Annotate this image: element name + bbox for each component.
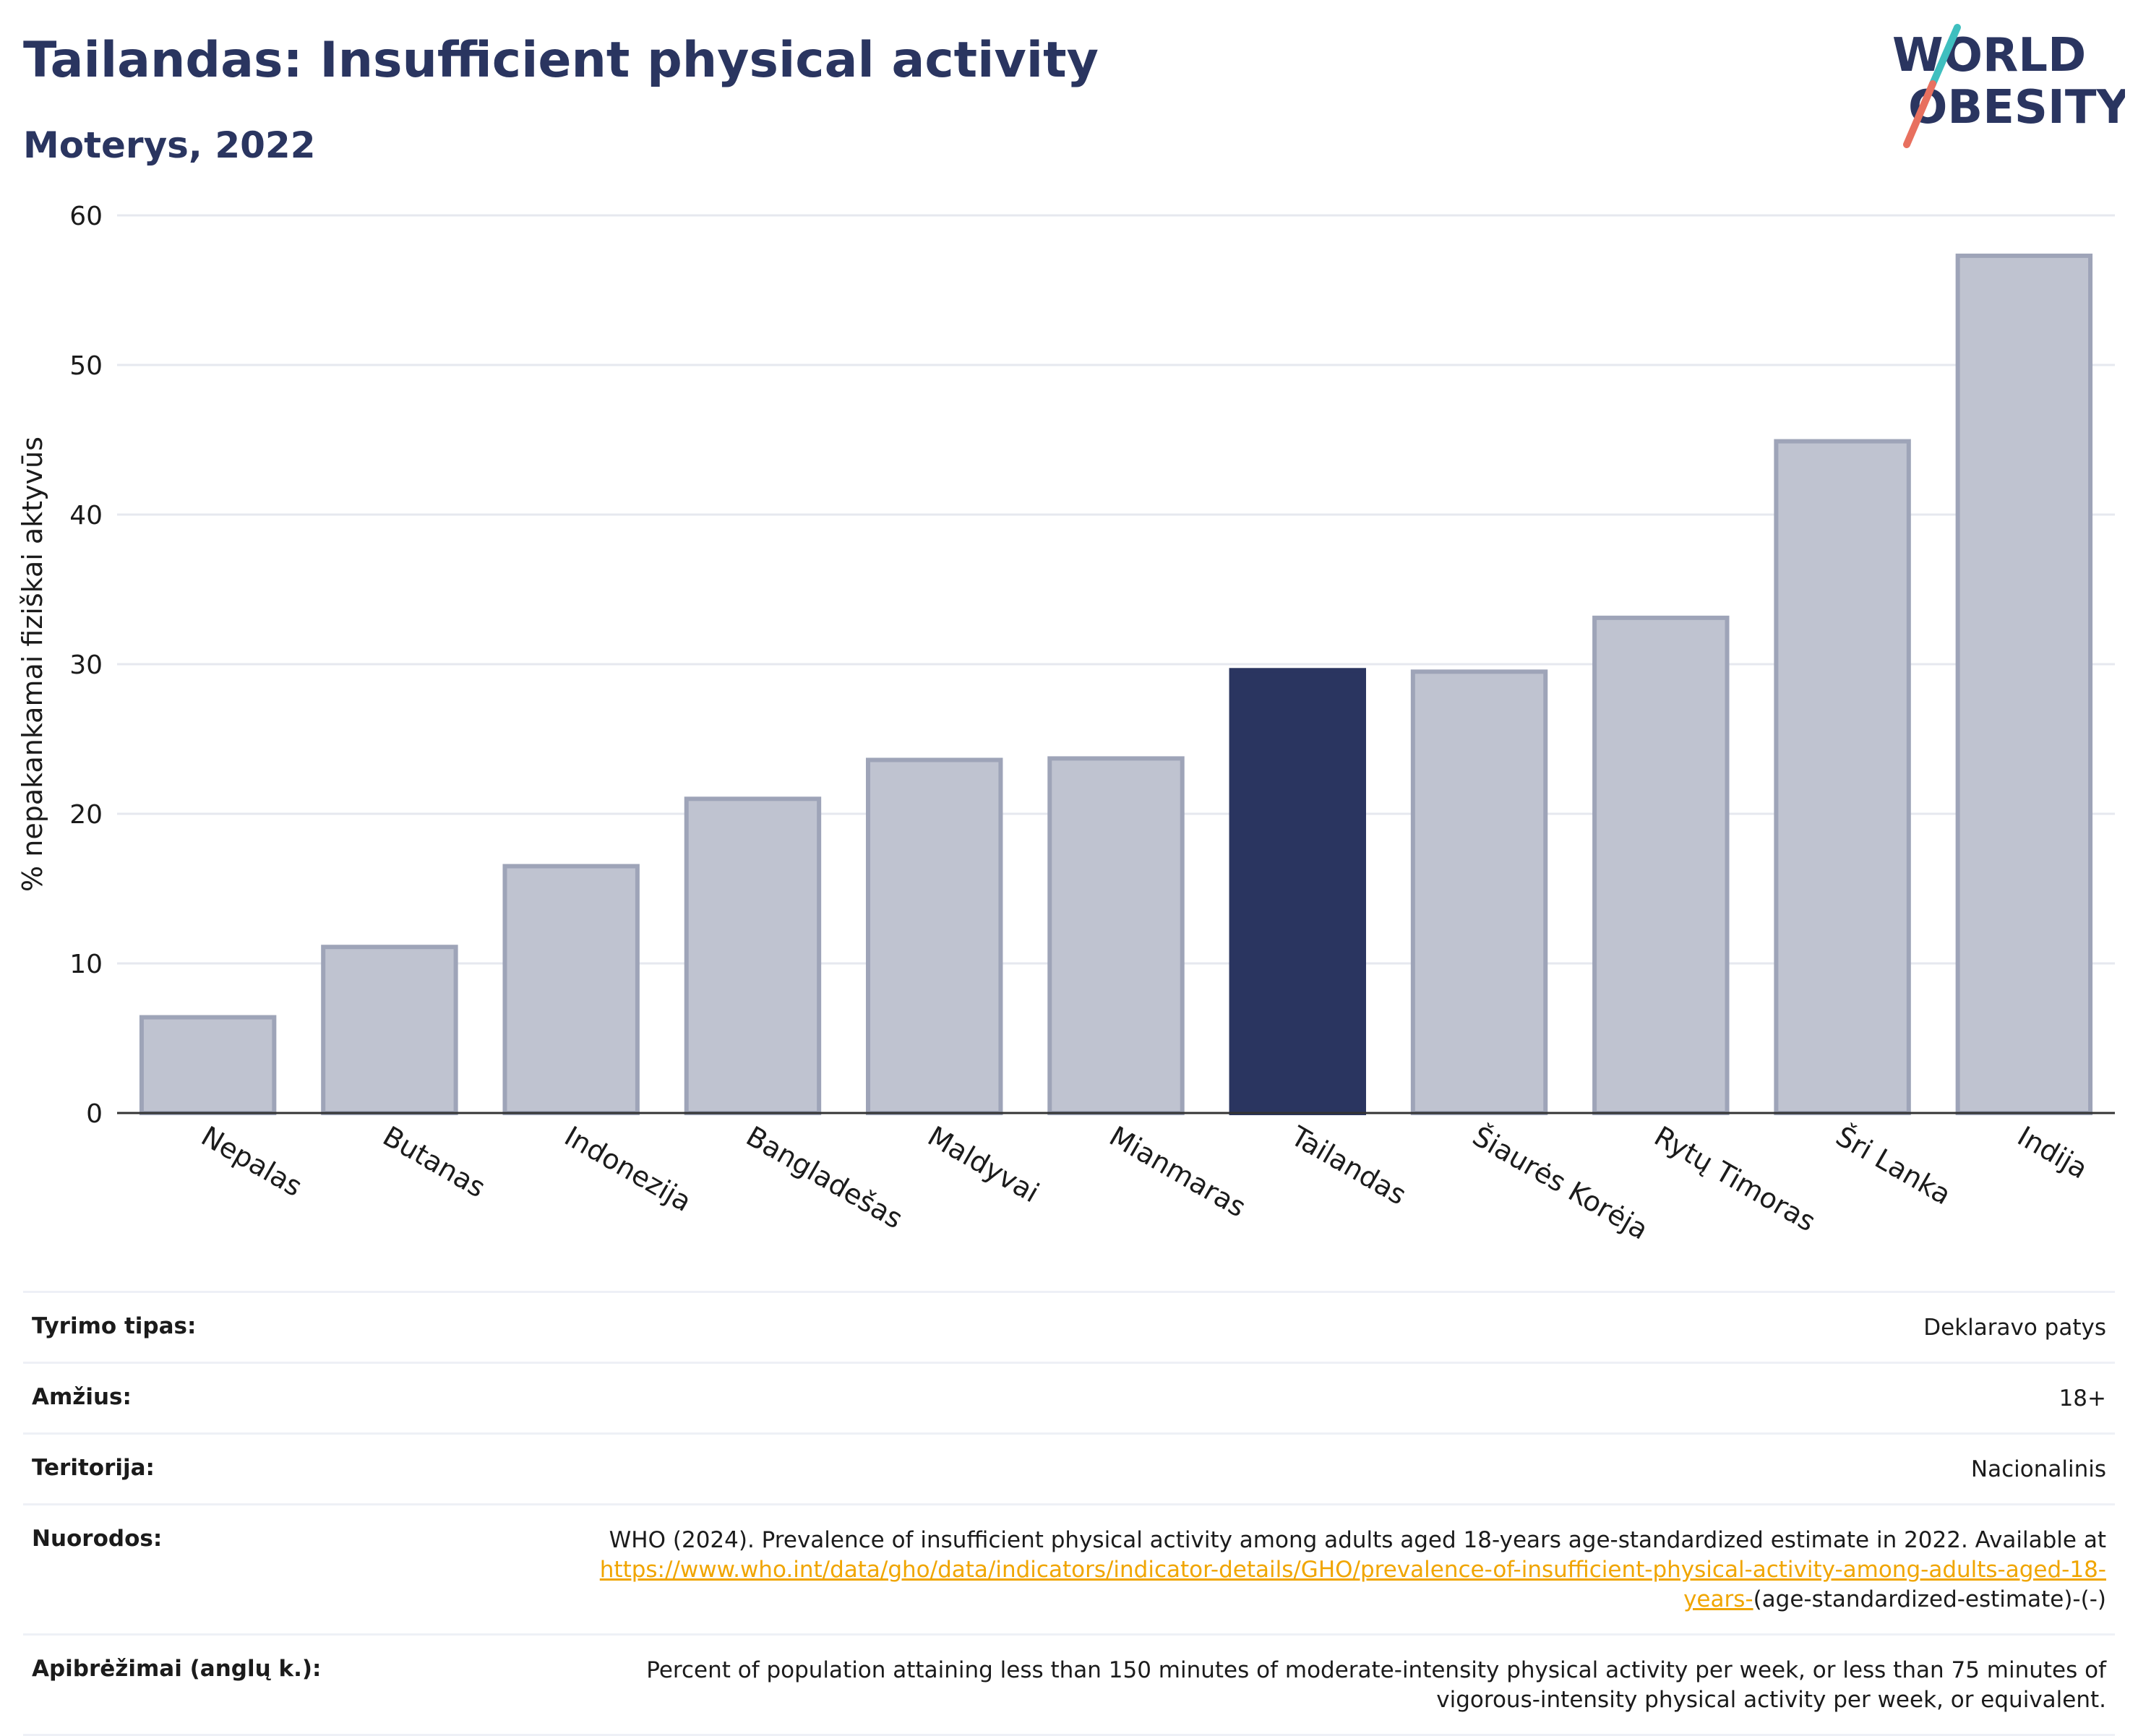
x-tick-label: Maldyvai bbox=[922, 1120, 1044, 1209]
meta-row: Amžius: 18+ bbox=[23, 1362, 2115, 1432]
x-tick-label: Rytų Timoras bbox=[1649, 1120, 1821, 1238]
x-tick-label: Indonezija bbox=[559, 1120, 697, 1218]
x-axis-ticks: Nepalas Butanas Indonezija Bangladešas Maldy… bbox=[196, 1120, 2093, 1246]
meta-value: Percent of population attaining less tha… bbox=[552, 1656, 2106, 1715]
metadata-table: Tyrimo tipas: Deklaravo patys Amžius: 18+ Te… bbox=[23, 1291, 2115, 1736]
meta-row: Tyrimo tipas: Deklaravo patys bbox=[23, 1291, 2115, 1362]
page-subtitle: Moterys, 2022 bbox=[23, 124, 316, 166]
bar-8 bbox=[1410, 669, 1548, 1115]
meta-label: Amžius: bbox=[32, 1384, 132, 1410]
bars bbox=[139, 253, 2093, 1116]
meta-label: Tyrimo tipas: bbox=[32, 1313, 197, 1339]
y-tick-label: 50 bbox=[69, 351, 103, 381]
y-tick-label: 20 bbox=[69, 800, 103, 830]
bar-4 bbox=[684, 796, 822, 1115]
bar-11 bbox=[1955, 253, 2093, 1115]
world-obesity-logo: WORLD OBESITY bbox=[1892, 24, 2125, 148]
bar-2 bbox=[321, 945, 458, 1115]
meta-value-text: WHO (2024). Prevalence of insufficient p… bbox=[609, 1527, 2106, 1553]
x-tick-label: Tailandas bbox=[1285, 1120, 1412, 1211]
meta-value: Deklaravo patys bbox=[1923, 1313, 2106, 1343]
bar-chart: 0 10 20 30 40 50 60 Nepalas Butanas Indonezija Ba… bbox=[17, 202, 2115, 1246]
bar-6 bbox=[1047, 756, 1185, 1115]
x-tick-label: Šiaurės Korėja bbox=[1467, 1120, 1654, 1246]
meta-value-text: Deklaravo patys bbox=[1923, 1315, 2106, 1341]
bar-1 bbox=[139, 1015, 277, 1116]
y-axis-ticks: 0 10 20 30 40 50 60 bbox=[69, 202, 103, 1129]
x-tick-label: Butanas bbox=[377, 1120, 491, 1204]
meta-value-text: Percent of population attaining less tha… bbox=[646, 1657, 2106, 1713]
x-tick-label: Bangladešas bbox=[741, 1120, 908, 1235]
x-tick-label: Šri Lanka bbox=[1831, 1120, 1957, 1211]
reference-link[interactable]: https://www.who.int/data/gho/data/indica… bbox=[599, 1557, 2106, 1612]
meta-value: WHO (2024). Prevalence of insufficient p… bbox=[552, 1526, 2106, 1615]
y-tick-label: 60 bbox=[69, 202, 103, 231]
meta-row: Nuorodos: WHO (2024). Prevalence of insuf… bbox=[23, 1503, 2115, 1633]
meta-label: Teritorija: bbox=[32, 1455, 155, 1481]
meta-value: Nacionalinis bbox=[1971, 1455, 2106, 1484]
y-tick-label: 10 bbox=[69, 950, 103, 979]
meta-value-text: 18+ bbox=[2058, 1385, 2106, 1411]
svg-text:OBESITY: OBESITY bbox=[1908, 81, 2125, 134]
meta-value: 18+ bbox=[2059, 1384, 2106, 1414]
x-tick-label: Mianmaras bbox=[1104, 1120, 1252, 1224]
y-axis-label: % nepakankamai fiziškai aktyvūs bbox=[17, 437, 48, 892]
y-tick-label: 30 bbox=[69, 650, 103, 680]
bar-10 bbox=[1774, 439, 1911, 1115]
y-tick-label: 0 bbox=[86, 1099, 103, 1129]
x-tick-label: Nepalas bbox=[196, 1120, 307, 1203]
x-tick-label: Indija bbox=[2012, 1120, 2093, 1185]
meta-label: Nuorodos: bbox=[32, 1526, 163, 1552]
y-tick-label: 40 bbox=[69, 501, 103, 530]
meta-row: Teritorija: Nacionalinis bbox=[23, 1432, 2115, 1503]
page-title: Tailandas: Insufficient physical activit… bbox=[23, 32, 1099, 89]
bar-9 bbox=[1592, 615, 1730, 1115]
bar-3 bbox=[502, 864, 640, 1115]
meta-value-text: Nacionalinis bbox=[1970, 1456, 2106, 1482]
reference-suffix: (age-standardized-estimate)-(-) bbox=[1753, 1586, 2106, 1612]
meta-label: Apibrėžimai (anglų k.): bbox=[32, 1656, 322, 1682]
bar-5 bbox=[866, 757, 1003, 1115]
meta-row: Apibrėžimai (anglų k.): Percent of popula… bbox=[23, 1633, 2115, 1736]
svg-text:WORLD: WORLD bbox=[1892, 29, 2086, 82]
bar-7 bbox=[1229, 668, 1366, 1115]
